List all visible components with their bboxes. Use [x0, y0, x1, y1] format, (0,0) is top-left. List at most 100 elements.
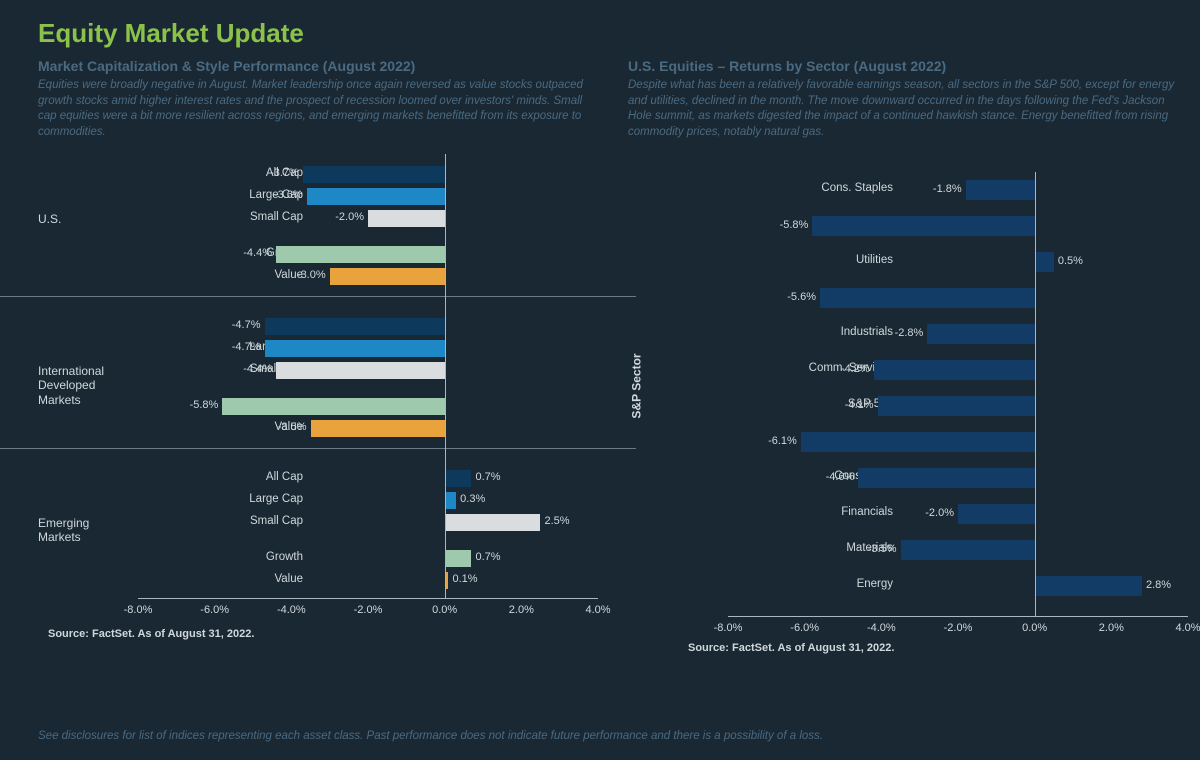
tick-label: -4.0%: [861, 622, 901, 634]
left-subtitle: Market Capitalization & Style Performanc…: [38, 58, 598, 74]
sector-value: 0.5%: [1058, 255, 1083, 267]
bar-row: Small Cap-4.4%: [38, 360, 598, 382]
category-label: Growth: [213, 551, 303, 563]
bar: [330, 268, 445, 285]
category-label: Large Cap: [213, 493, 303, 505]
tick-label: 4.0%: [578, 604, 618, 616]
sector-bar: [927, 324, 1034, 344]
bar: [445, 514, 541, 531]
value-label: 0.7%: [476, 551, 501, 563]
sector-value: -5.6%: [778, 291, 816, 303]
value-label: -2.0%: [328, 211, 364, 223]
tick-label: 4.0%: [1168, 622, 1200, 634]
bar-row: Value0.1%: [38, 570, 598, 592]
sector-value: -4.1%: [836, 399, 874, 411]
left-source: Source: FactSet. As of August 31, 2022.: [48, 628, 254, 640]
value-label: 0.7%: [476, 471, 501, 483]
sector-row: Real Estate-5.6%: [628, 288, 1188, 324]
value-label: -3.5%: [271, 421, 307, 433]
group-label: Emerging Markets: [38, 516, 120, 545]
bar: [303, 166, 445, 183]
value-label: -4.7%: [225, 319, 261, 331]
left-column: Market Capitalization & Style Performanc…: [38, 58, 598, 648]
sector-value: -6.1%: [759, 435, 797, 447]
x-axis: [728, 616, 1188, 617]
sector-bar: [958, 504, 1035, 524]
sector-bar: [858, 468, 1034, 488]
bar-row: Growth 0.7%: [38, 548, 598, 570]
left-desc: Equities were broadly negative in August…: [38, 78, 598, 140]
tick-label: 0.0%: [425, 604, 465, 616]
tick-label: 0.0%: [1015, 622, 1055, 634]
bar-row: Growth-4.4%: [38, 244, 598, 266]
zero-line: [1035, 172, 1036, 616]
sector-row: Energy 2.8%: [628, 576, 1188, 612]
right-source: Source: FactSet. As of August 31, 2022.: [688, 642, 894, 654]
sector-value: -2.0%: [916, 507, 954, 519]
value-label: -5.8%: [182, 399, 218, 411]
sector-bar: [874, 360, 1035, 380]
tick-label: -8.0%: [708, 622, 748, 634]
page-title: Equity Market Update: [38, 18, 304, 49]
bar: [265, 340, 445, 357]
tick-label: -6.0%: [785, 622, 825, 634]
bar: [265, 318, 445, 335]
bar-row: Large Cap-3.6%: [38, 186, 598, 208]
sector-label: Financials: [783, 506, 893, 518]
tick-label: -2.0%: [938, 622, 978, 634]
bar-row: All Cap-3.7%: [38, 164, 598, 186]
bar: [368, 210, 445, 227]
tick-label: -8.0%: [118, 604, 158, 616]
sector-value: -3.5%: [859, 543, 897, 555]
group-label: U.S.: [38, 212, 120, 226]
sector-value: -1.8%: [924, 183, 962, 195]
category-label: Small Cap: [213, 211, 303, 223]
sector-value: -4.2%: [832, 363, 870, 375]
value-label: 0.1%: [453, 573, 478, 585]
group-label: International Developed Markets: [38, 364, 120, 407]
bar: [276, 246, 445, 263]
value-label: -4.7%: [225, 341, 261, 353]
sector-row: S&P 500-4.1%: [628, 396, 1188, 432]
value-label: 0.3%: [460, 493, 485, 505]
category-label: All Cap: [213, 471, 303, 483]
value-label: -4.4%: [236, 247, 272, 259]
sector-value: -5.8%: [770, 219, 808, 231]
bar: [445, 492, 457, 509]
sector-bar: [812, 216, 1034, 236]
group-separator: [0, 448, 636, 449]
bar-row: Large Cap 0.3%: [38, 490, 598, 512]
tick-label: -6.0%: [195, 604, 235, 616]
group-separator: [0, 296, 636, 297]
sector-bar: [966, 180, 1035, 200]
disclaimer: See disclosures for list of indices repr…: [38, 730, 823, 742]
sector-label: Cons. Staples: [783, 182, 893, 194]
bar-row: Large Cap-4.7%: [38, 338, 598, 360]
value-label: -3.7%: [263, 167, 299, 179]
tick-label: -2.0%: [348, 604, 388, 616]
sector-row: IT-6.1%: [628, 432, 1188, 468]
bar: [445, 470, 472, 487]
right-chart: Cons. Staples-1.8%Health Care-5.8%Utilit…: [628, 154, 1188, 662]
right-desc: Despite what has been a relatively favor…: [628, 78, 1188, 140]
bar: [445, 550, 472, 567]
sector-value: -4.6%: [816, 471, 854, 483]
bar: [276, 362, 445, 379]
right-column: U.S. Equities – Returns by Sector (Augus…: [628, 58, 1188, 662]
sector-row: Utilities0.5%: [628, 252, 1188, 288]
value-label: 2.5%: [545, 515, 570, 527]
sector-row: Comm. Services-4.2%: [628, 360, 1188, 396]
bar-row: Value-3.0%: [38, 266, 598, 288]
bar-row: All Cap 0.7%: [38, 468, 598, 490]
sector-value: 2.8%: [1146, 579, 1171, 591]
bar-row: All Cap-4.7%: [38, 316, 598, 338]
sector-row: Financials -2.0%: [628, 504, 1188, 540]
bar-row: Small Cap2.5%: [38, 512, 598, 534]
bar-row: Growth-5.8%: [38, 396, 598, 418]
sector-label: Industrials: [783, 326, 893, 338]
bar: [222, 398, 444, 415]
right-subtitle: U.S. Equities – Returns by Sector (Augus…: [628, 58, 1188, 74]
sector-label: Energy: [783, 578, 893, 590]
sector-value: -2.8%: [885, 327, 923, 339]
sector-row: Cons. Disc.-4.6%: [628, 468, 1188, 504]
